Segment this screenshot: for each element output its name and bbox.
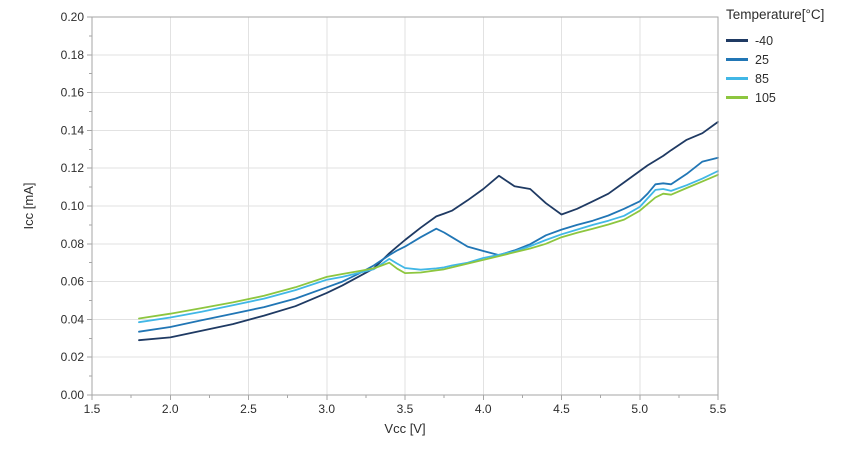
y-tick-label: 0.18 bbox=[61, 48, 85, 62]
x-tick-label: 2.0 bbox=[162, 402, 179, 416]
legend-label: 85 bbox=[755, 71, 769, 86]
series-line-swatch bbox=[726, 39, 748, 42]
y-tick-label: 0.12 bbox=[61, 161, 85, 175]
x-tick-label: 4.5 bbox=[553, 402, 570, 416]
gridlines bbox=[92, 17, 718, 395]
y-tick-label: 0.16 bbox=[61, 86, 85, 100]
x-tick-label: 3.5 bbox=[397, 402, 414, 416]
plot-border bbox=[91, 16, 719, 396]
legend-label: -40 bbox=[755, 33, 774, 48]
legend-item: 85 bbox=[726, 69, 824, 88]
series-line-swatch bbox=[726, 77, 748, 80]
x-tick-label: 4.0 bbox=[475, 402, 492, 416]
y-tick-label: 0.06 bbox=[61, 275, 85, 289]
y-tick-label: 0.02 bbox=[61, 350, 85, 364]
y-tick-label: 0.00 bbox=[61, 388, 85, 402]
y-tick-label: 0.08 bbox=[61, 237, 85, 251]
x-tick-label: 5.0 bbox=[631, 402, 648, 416]
legend-item: 25 bbox=[726, 50, 824, 69]
series-line-swatch bbox=[726, 58, 748, 61]
y-tick-label: 0.20 bbox=[61, 10, 85, 24]
series-line--40 bbox=[138, 121, 719, 342]
x-tick-label: 1.5 bbox=[84, 402, 101, 416]
series-line-25 bbox=[138, 156, 719, 333]
legend-label: 105 bbox=[755, 90, 776, 105]
legend-label: 25 bbox=[755, 52, 769, 67]
series-line-105 bbox=[138, 173, 719, 320]
y-axis-title: Icc [mA] bbox=[21, 183, 36, 230]
legend-item: -40 bbox=[726, 31, 824, 50]
legend-title: Temperature[°C] bbox=[726, 7, 825, 22]
x-tick-label: 2.5 bbox=[240, 402, 257, 416]
x-axis-title: Vcc [V] bbox=[384, 421, 425, 436]
y-tick-label: 0.04 bbox=[61, 312, 85, 326]
series-lines bbox=[138, 121, 719, 342]
x-tick-label: 3.0 bbox=[318, 402, 335, 416]
legend-item: 105 bbox=[726, 88, 824, 107]
series-line-swatch bbox=[726, 96, 748, 99]
series-line-85 bbox=[138, 170, 719, 324]
y-tick-label: 0.10 bbox=[61, 199, 85, 213]
axis-ticks: 1.5 2.0 2.5 3.0 3.5 4.0 4.5 5.0 5.5 0.00 0.02 0.04 0… bbox=[61, 10, 727, 416]
legend: Temperature[°C] -40 25 85 105 bbox=[726, 7, 824, 107]
x-tick-label: 5.5 bbox=[710, 402, 727, 416]
y-tick-label: 0.14 bbox=[61, 123, 85, 137]
